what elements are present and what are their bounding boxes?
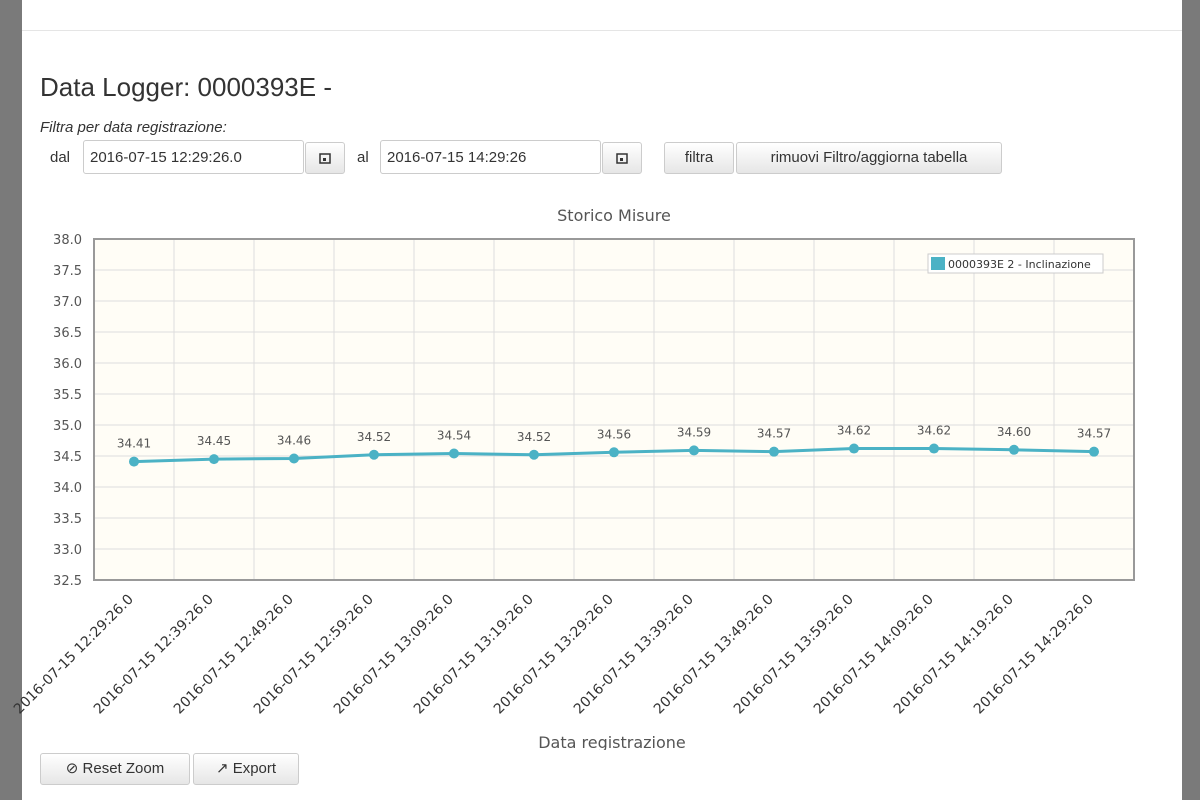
y-tick-label: 35.5 bbox=[53, 388, 82, 403]
y-tick-label: 37.5 bbox=[53, 264, 82, 279]
data-label: 34.62 bbox=[917, 424, 951, 438]
y-tick-label: 33.5 bbox=[53, 512, 82, 527]
y-tick-label: 34.0 bbox=[53, 481, 82, 496]
from-label: dal bbox=[50, 149, 71, 166]
filter-button[interactable]: filtra bbox=[664, 142, 734, 174]
data-label: 34.56 bbox=[597, 427, 631, 441]
data-label: 34.57 bbox=[757, 427, 791, 441]
y-tick-label: 35.0 bbox=[53, 419, 82, 434]
data-point bbox=[369, 449, 379, 460]
data-point bbox=[689, 445, 699, 456]
y-tick-label: 33.0 bbox=[53, 543, 82, 558]
modal-header bbox=[22, 0, 1182, 31]
title: Data Logger: 0000393E - bbox=[40, 72, 332, 102]
chart-title: Storico Misure bbox=[557, 206, 671, 225]
to-input[interactable]: 2016-07-15 14:29:26 bbox=[380, 140, 601, 174]
data-label: 34.57 bbox=[1077, 427, 1111, 441]
y-tick-label: 32.5 bbox=[53, 574, 82, 589]
y-tick-label: 36.5 bbox=[53, 326, 82, 341]
from-calendar[interactable] bbox=[305, 142, 345, 174]
data-point bbox=[209, 454, 219, 465]
data-point bbox=[449, 448, 459, 459]
data-label: 34.52 bbox=[517, 430, 551, 444]
data-label: 34.59 bbox=[677, 425, 711, 439]
data-label: 34.41 bbox=[117, 437, 151, 451]
data-label: 34.46 bbox=[277, 433, 311, 447]
to-label: al bbox=[357, 149, 369, 166]
export-button[interactable]: ↗ Export bbox=[193, 753, 299, 785]
plot-border bbox=[93, 238, 1135, 581]
legend-box bbox=[927, 253, 1104, 274]
reset-filter-button[interactable]: rimuovi Filtro/aggiorna tabella bbox=[736, 142, 1002, 174]
data-point bbox=[1089, 446, 1099, 457]
data-point bbox=[929, 443, 939, 454]
data-label: 34.62 bbox=[837, 424, 871, 438]
data-label: 34.60 bbox=[997, 425, 1031, 439]
calendar-icon bbox=[616, 153, 628, 164]
y-tick-label: 38.0 bbox=[53, 233, 82, 248]
data-point bbox=[129, 456, 139, 467]
from-input[interactable]: 2016-07-15 12:29:26.0 bbox=[83, 140, 304, 174]
data-label: 34.52 bbox=[357, 430, 391, 444]
calendar-icon bbox=[319, 153, 331, 164]
export-label: Export bbox=[232, 760, 277, 777]
data-point bbox=[609, 447, 619, 458]
data-point bbox=[529, 449, 539, 460]
filter-label: Filtra per data registrazione: bbox=[40, 119, 227, 136]
y-tick-label: 36.0 bbox=[53, 357, 82, 372]
to-calendar[interactable] bbox=[602, 142, 642, 174]
data-point bbox=[769, 446, 779, 457]
legend-swatch bbox=[931, 257, 945, 270]
reset-zoom-button[interactable]: ⊘ Reset Zoom bbox=[40, 753, 190, 785]
data-point bbox=[849, 443, 859, 454]
y-tick-label: 34.5 bbox=[53, 450, 82, 465]
data-point bbox=[289, 453, 299, 464]
reset-zoom-label: Reset Zoom bbox=[82, 760, 165, 777]
y-tick-label: 37.0 bbox=[53, 295, 82, 310]
plot-background bbox=[94, 239, 1134, 580]
chart: Storico Misure 32.5 33.0 33.5 34.0 34.5 35.0 35… bbox=[11, 206, 1135, 750]
data-label: 34.54 bbox=[437, 429, 471, 443]
data-label: 34.45 bbox=[197, 434, 231, 448]
data-point bbox=[1009, 444, 1019, 455]
legend-label: 0000393E 2 - Inclinazione bbox=[948, 258, 1091, 271]
x-axis-label: Data registrazione bbox=[538, 733, 686, 750]
legend: 0000393E 2 - Inclinazione bbox=[927, 253, 1104, 274]
